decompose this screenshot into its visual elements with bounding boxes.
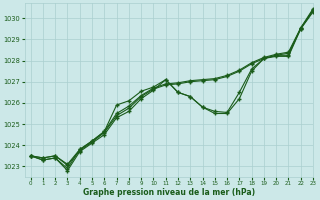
X-axis label: Graphe pression niveau de la mer (hPa): Graphe pression niveau de la mer (hPa) <box>83 188 255 197</box>
